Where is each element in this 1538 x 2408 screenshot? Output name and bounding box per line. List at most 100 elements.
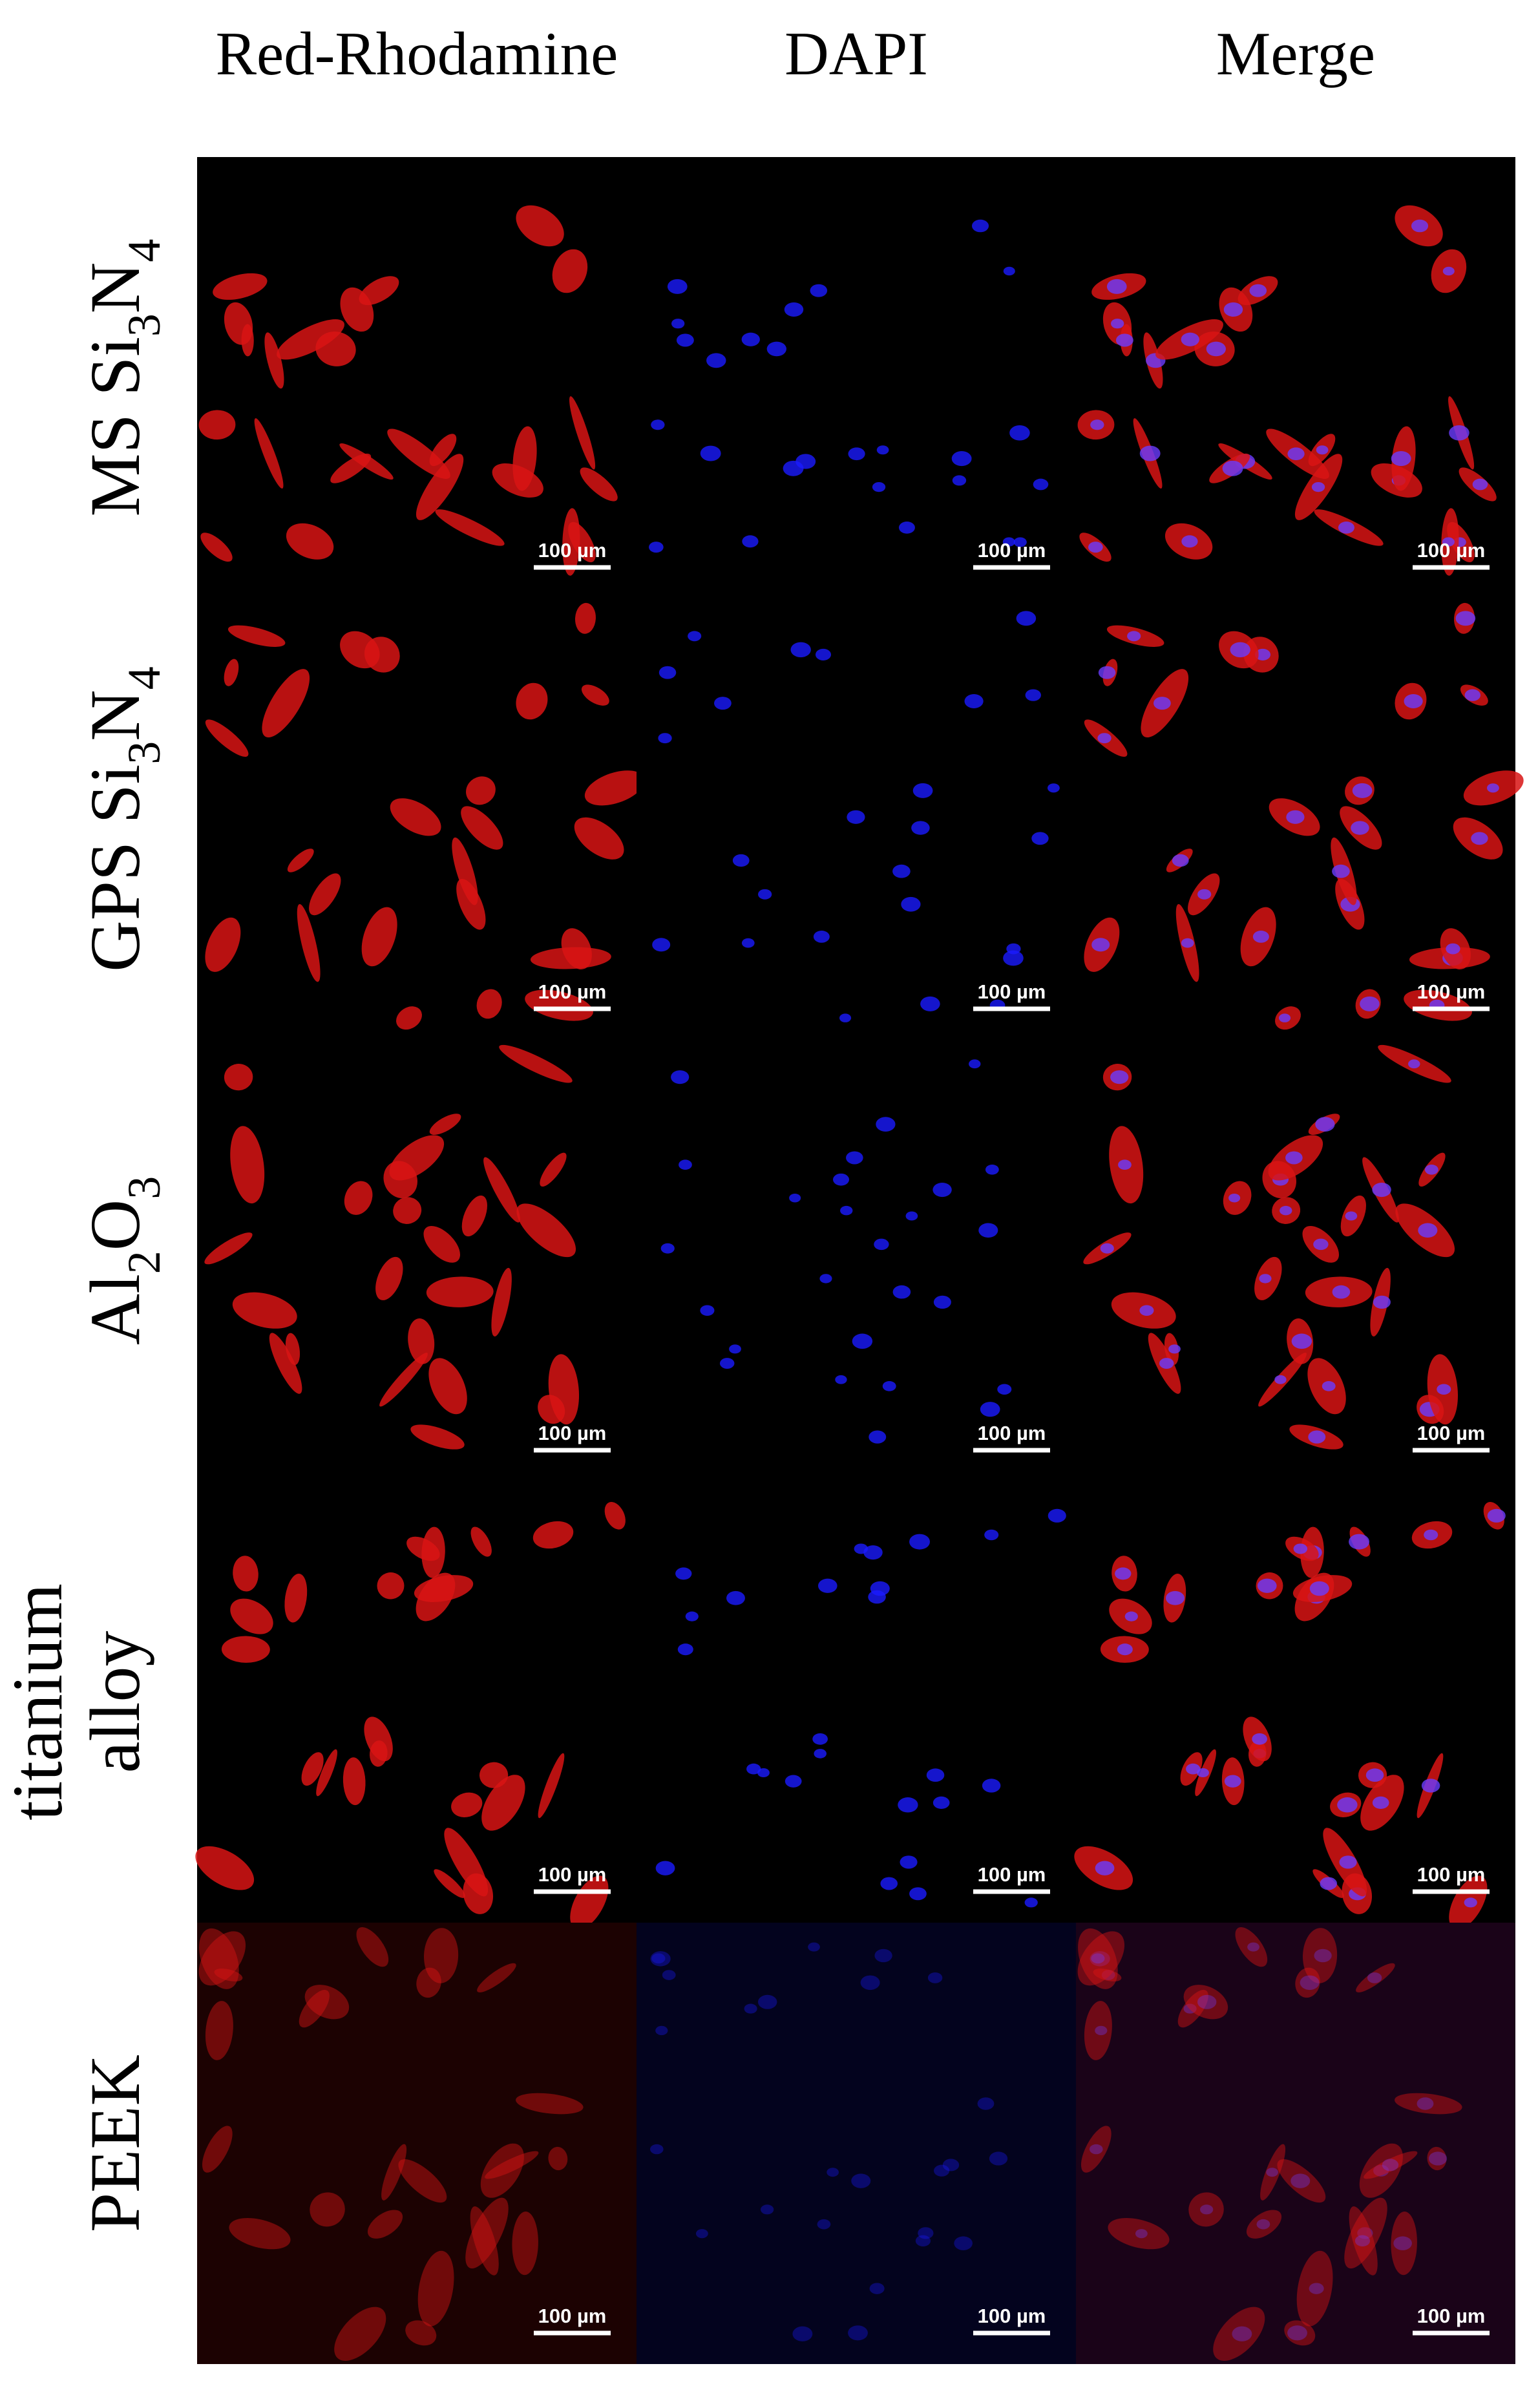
cell: [340, 287, 374, 332]
scale-bar-label: 100 µm: [978, 2305, 1046, 2327]
nucleus: [1274, 1375, 1287, 1384]
row-label-part: alloy: [76, 1631, 154, 1773]
cell: [1356, 1963, 1395, 1992]
cell: [434, 1869, 465, 1898]
row-label: titanium: [0, 1583, 77, 1821]
nucleus: [1428, 2151, 1448, 2166]
nucleus: [1247, 1942, 1259, 1952]
scale-bar-label: 100 µm: [978, 1863, 1046, 1886]
nucleus: [1101, 1970, 1115, 1980]
nucleus: [926, 1768, 945, 1782]
cell: [1188, 2192, 1224, 2227]
cell: [429, 1114, 461, 1135]
cell: [410, 1424, 465, 1450]
micrograph: 100 µm: [1076, 598, 1524, 1040]
cell: [584, 770, 645, 806]
cell: [1213, 2307, 1265, 2361]
row-label: alloy: [76, 1631, 154, 1773]
nucleus: [847, 810, 865, 824]
nucleus: [1097, 733, 1111, 744]
nucleus: [1115, 1567, 1132, 1580]
cell: [195, 1846, 255, 1890]
nucleus: [1118, 1159, 1132, 1170]
cell: [466, 776, 496, 805]
nucleus: [677, 1643, 693, 1656]
cell: [297, 903, 321, 982]
nucleus: [1373, 2164, 1389, 2177]
nucleus: [1285, 1151, 1303, 1165]
nucleus: [1115, 333, 1133, 347]
cell: [1302, 1928, 1338, 1983]
nucleus: [1048, 1508, 1066, 1523]
cell: [429, 434, 457, 467]
cell: [340, 631, 380, 669]
scale-bar-label: 100 µm: [1417, 539, 1486, 562]
micrograph: 100 µm: [637, 1481, 1076, 1923]
nucleus: [920, 996, 940, 1011]
nucleus: [655, 1861, 675, 1875]
nucleus: [827, 2168, 839, 2177]
cell: [499, 1044, 573, 1083]
cell: [387, 428, 450, 480]
nucleus: [1159, 1358, 1174, 1369]
cell: [512, 2212, 538, 2276]
nucleus: [817, 2219, 831, 2230]
nucleus: [1345, 1211, 1358, 1221]
cell: [516, 205, 564, 247]
nucleus: [1464, 689, 1480, 701]
cell: [277, 319, 344, 360]
scale-bar-label: 100 µm: [538, 1863, 607, 1886]
micrograph-background: [637, 1481, 1076, 1923]
nucleus: [933, 1295, 951, 1309]
cell: [229, 2218, 291, 2250]
cell: [375, 1256, 403, 1300]
nucleus: [808, 1942, 820, 1952]
nucleus: [1442, 266, 1455, 276]
nucleus: [876, 1117, 896, 1132]
cell: [1177, 1990, 1208, 2028]
nucleus: [671, 319, 685, 329]
nucleus: [1256, 2219, 1270, 2230]
nucleus: [1013, 537, 1027, 547]
cell: [423, 1226, 460, 1263]
cell: [581, 684, 609, 706]
nucleus: [1089, 2144, 1103, 2155]
nucleus: [1367, 1972, 1382, 1983]
nucleus: [700, 1305, 715, 1316]
nucleus: [869, 2283, 885, 2294]
nucleus: [1047, 783, 1060, 793]
cell: [1108, 2218, 1170, 2250]
cell: [516, 1203, 576, 1258]
nucleus: [685, 1611, 699, 1621]
nucleus: [854, 1543, 869, 1554]
nucleus: [1360, 996, 1380, 1011]
nucleus: [1111, 319, 1124, 329]
nucleus: [934, 2164, 950, 2177]
cell: [287, 849, 314, 872]
nucleus: [1417, 2097, 1434, 2110]
micrograph-background: [1076, 1923, 1515, 2364]
row-label-part: 4: [118, 239, 170, 262]
cell: [284, 1574, 308, 1623]
nucleus: [869, 1430, 887, 1444]
cell: [367, 2210, 403, 2239]
nucleus: [1088, 542, 1103, 553]
scale-bar-label: 100 µm: [978, 980, 1046, 1003]
row-label-part: 4: [118, 666, 170, 690]
nucleus: [1257, 1578, 1277, 1593]
cell: [230, 1126, 265, 1204]
nucleus: [1127, 631, 1141, 642]
cell: [485, 2151, 539, 2179]
cell: [574, 602, 596, 634]
cell: [1260, 2144, 1286, 2201]
nucleus: [671, 1070, 690, 1084]
nucleus: [882, 1380, 896, 1391]
cell: [205, 2001, 233, 2060]
cell: [379, 1353, 428, 1407]
nucleus: [1411, 219, 1429, 233]
micrograph: 100 µm: [637, 1040, 1076, 1481]
nucleus: [651, 1953, 666, 1964]
nucleus: [783, 460, 804, 476]
nucleus: [912, 783, 933, 798]
cell: [198, 1931, 246, 1986]
